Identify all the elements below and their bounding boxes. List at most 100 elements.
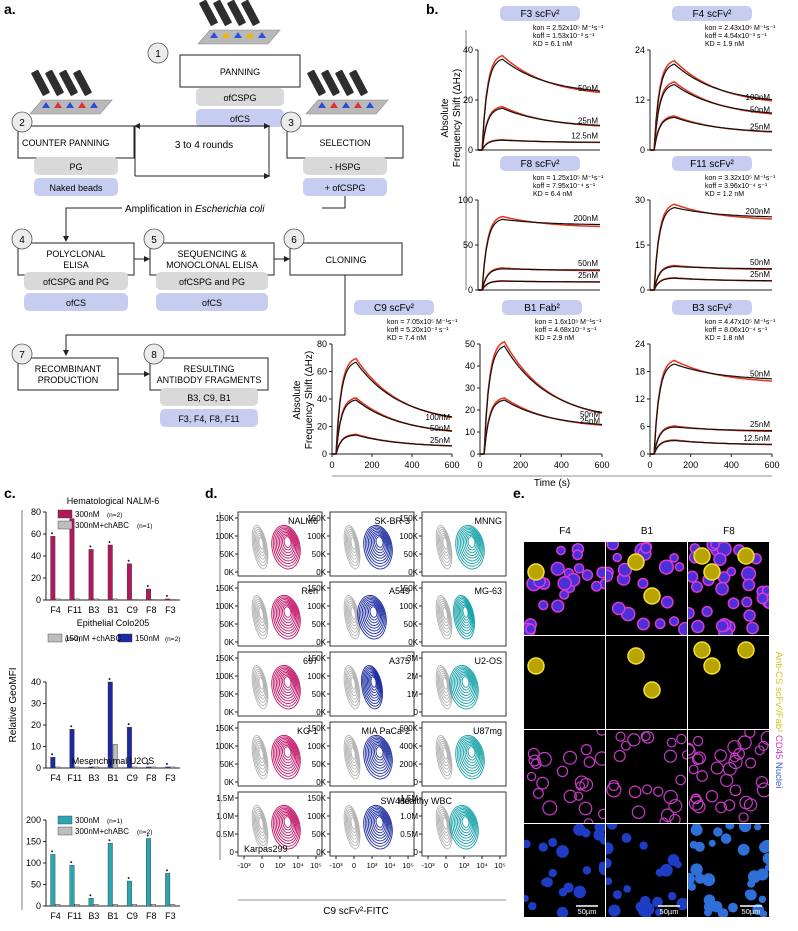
legend-n-1: (n=2) [65,636,80,643]
concentration-label: 25nM [578,271,598,280]
merged-cell [591,580,602,592]
bar-category: F3 [165,605,176,615]
y-tick-label: 0 [414,848,419,857]
sensorgram-fit-2 [650,439,772,455]
cd45-cell [563,750,578,765]
panning-plate-icon-phage-3 [241,0,260,26]
concentration-label: 25nM [578,117,598,126]
concentration-label: 25nM [580,417,600,426]
negative-control-contour [258,607,264,620]
bar-dot [127,559,130,562]
stained-contour [282,604,293,621]
y-tick-label: 0 [468,145,473,155]
nucleus-cell [556,906,569,917]
merged-cell [573,563,585,574]
sensorgram-fit-1 [650,265,772,291]
y-tick-label: 60 [317,367,327,377]
cd45-cell [728,754,743,770]
y-tick-label: 200 [26,815,41,825]
cell-line-label: SW480 [380,796,410,806]
merged-cell [746,621,759,635]
panning-plate-icon [197,0,281,45]
merged-cell [742,578,756,592]
step-tag-bg [24,293,128,311]
y-tick-label: 150K [307,724,326,733]
kinetics-title-bg [502,300,582,315]
stained-contour [461,604,470,621]
negative-control-contour [436,667,452,707]
stained-contour [274,807,299,845]
step-box [149,242,275,276]
negative-control-contour [253,599,267,633]
bar-1-1 [74,766,80,769]
counter-panning-plate-icon-phage-1 [45,69,64,96]
step-box [179,54,301,88]
stained-contour [462,532,479,556]
kinetics-koff: koff = 4.68x10⁻³ s⁻¹ [535,327,597,334]
step-tag-bg [196,88,284,106]
tile-cells [606,730,687,823]
merged-cell [690,580,703,593]
sensorgram-fit-2 [478,139,600,151]
concentration-label: 25nM [750,420,770,429]
cell-line-label: A375 [389,656,410,666]
y-tick-label: 0 [414,778,419,787]
negative-control-contour [253,669,267,703]
side-label-magenta: CD45 [773,735,784,762]
cd45-cell [663,789,678,805]
kinetics-kon: kon = 1.6x10⁶ M⁻¹s⁻¹ [535,319,602,326]
bar-0-5 [146,766,151,769]
y-tick-label: 20 [465,405,475,415]
microscopy-tile-1-1 [606,636,687,729]
merged-cell [710,542,721,550]
stained-contour [462,606,469,618]
bar-category: F8 [146,911,157,921]
negative-control-contour [257,675,265,693]
bar-0-5 [146,588,151,601]
stained-contour [271,524,301,570]
kinetics-ylabel-2: Frequency Shift (ΔHz) [452,69,463,167]
step-tag: ofCS [202,298,222,308]
microscopy-tile-1-0 [524,636,605,729]
bar-title: Epithelial Colo205 [77,618,150,628]
sensorgram-fit-0 [650,363,773,455]
stained-contour [367,739,390,772]
negative-control-contour [347,671,359,700]
bar-dot [165,594,168,597]
y-tick-label: 0K [224,638,234,647]
negative-control-contour [345,669,359,703]
microscopy-tile-0-0 [524,542,605,635]
bar-dot [89,545,92,548]
merged-cell [606,542,620,551]
stained-contour [374,534,385,551]
y-tick-label: 150K [215,724,234,733]
cd45-cell [692,751,707,765]
anti-cs-positive-cell [737,547,755,565]
cd45-cell [574,775,589,790]
stained-contour [363,524,393,570]
negative-control-contour [349,535,357,553]
stained-contour [275,599,298,632]
negative-control-contour [251,525,269,570]
merged-cell [525,623,536,635]
legend-label-0: 300nM [75,510,100,519]
cd45-cell [688,743,696,759]
step-box [286,125,404,159]
negative-control-contour [251,805,269,850]
negative-control-contour [348,673,358,697]
y-tick-label: 150K [307,794,326,803]
anti-cs-positive-cell [703,563,721,581]
negative-control-contour [257,535,265,553]
kinetics-kd: KD = 1.9 nM [705,41,744,48]
cd45-cell [693,735,704,747]
stained-contour [456,672,473,696]
merged-cell [596,566,605,579]
x-tick-label: 400 [404,460,419,470]
flow-frame [421,791,507,857]
stained-contour [370,532,387,556]
tile-bg [524,824,605,917]
selection-plate-icon [305,69,389,115]
kinetics-title: C9 scFv² [374,303,415,314]
counter-panning-plate-icon-phage-3 [73,69,92,96]
